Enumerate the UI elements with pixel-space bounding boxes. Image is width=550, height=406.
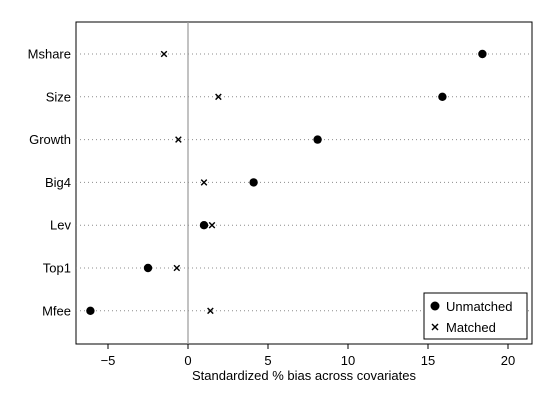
y-tick-label-growth: Growth [29, 132, 71, 147]
plot-area [75, 21, 533, 345]
unmatched-point-growth [313, 135, 322, 144]
unmatched-point-mshare [478, 49, 487, 59]
unmatched-point-lev [199, 221, 209, 230]
y-tick-label-size: Size [46, 89, 71, 104]
legend: Unmatched Matched [423, 292, 528, 340]
legend-matched-label: Matched [446, 320, 496, 335]
x-axis-ticks: −5 0 5 10 15 20 [101, 344, 515, 368]
y-tick-label-top1: Top1 [43, 261, 71, 276]
unmatched-point-top1 [143, 263, 153, 273]
matched-point-size [215, 93, 222, 101]
data-points [86, 49, 487, 315]
matched-point-top1 [173, 264, 181, 272]
y-tick-label-lev: Lev [50, 218, 71, 233]
legend-unmatched-label: Unmatched [446, 299, 512, 314]
y-axis-labels: Mshare Size Growth Big4 Lev Top1 Mfee [28, 47, 72, 319]
unmatched-point-size [438, 92, 447, 102]
matched-point-lev [208, 221, 216, 229]
x-tick-label: 5 [264, 353, 271, 368]
y-tick-label-big4: Big4 [45, 175, 71, 190]
x-tick-label: 0 [184, 353, 191, 368]
matched-point-mshare [160, 50, 168, 58]
legend-box [423, 292, 528, 340]
unmatched-point-big4 [249, 178, 258, 187]
x-tick-label: −5 [101, 353, 116, 368]
y-tick-label-mshare: Mshare [28, 47, 71, 62]
legend-matched-marker [431, 323, 439, 331]
y-tick-label-mfee: Mfee [42, 303, 71, 318]
matched-point-big4 [200, 179, 208, 186]
x-tick-label: 10 [341, 353, 355, 368]
x-tick-label: 15 [421, 353, 435, 368]
matched-point-growth [175, 136, 182, 143]
matched-point-mfee [207, 307, 214, 315]
unmatched-point-mfee [86, 306, 95, 315]
legend-unmatched-marker [430, 301, 440, 311]
x-axis-title: Standardized % bias across covariates [192, 368, 417, 383]
x-tick-label: 20 [501, 353, 515, 368]
